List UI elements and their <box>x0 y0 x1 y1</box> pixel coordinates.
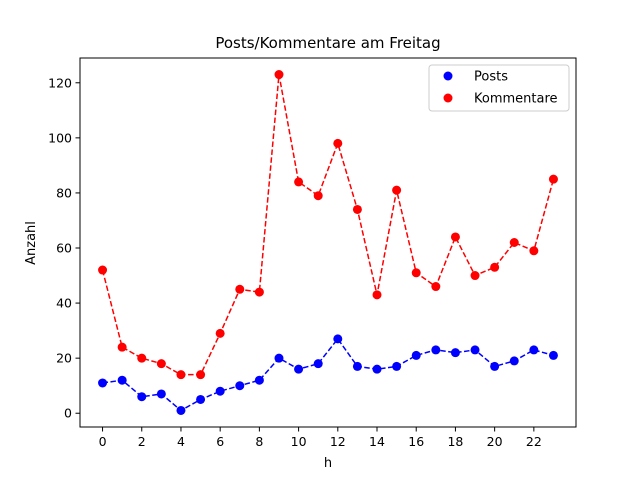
y-tick-label: 20 <box>56 351 72 366</box>
data-point-posts <box>294 364 304 374</box>
data-point-posts <box>254 375 264 385</box>
y-tick-label: 60 <box>56 241 72 256</box>
data-point-posts <box>431 345 441 355</box>
data-point-posts <box>98 378 108 388</box>
series-posts <box>98 334 558 415</box>
y-tick-label: 100 <box>48 130 72 145</box>
series-line-kommentare <box>101 74 555 376</box>
data-point-kommentare <box>196 370 206 380</box>
y-tick-label: 120 <box>48 75 72 90</box>
legend: Posts Kommentare <box>428 64 570 112</box>
legend-label-kommentare: Kommentare <box>474 92 558 107</box>
axes: 0 2 4 6 8 10 12 14 16 18 20 22 0 20 40 60 80 100 120 <box>48 57 577 449</box>
data-point-posts <box>372 364 382 374</box>
data-point-posts <box>450 348 460 358</box>
x-tick-label: 2 <box>138 434 146 449</box>
data-point-kommentare <box>490 262 500 272</box>
y-axis-label: Anzahl <box>24 221 39 265</box>
data-point-kommentare <box>509 238 519 247</box>
data-point-kommentare <box>333 138 343 148</box>
data-point-kommentare <box>254 287 264 297</box>
data-point-posts <box>137 392 147 402</box>
data-point-kommentare <box>411 268 421 278</box>
x-tick-label: 10 <box>291 434 307 449</box>
data-point-kommentare <box>274 70 284 80</box>
data-point-posts <box>235 381 245 391</box>
x-tick-label: 16 <box>408 434 424 449</box>
data-point-kommentare <box>392 185 402 195</box>
x-tick-label: 6 <box>216 434 224 449</box>
data-point-posts <box>392 361 402 371</box>
series-kommentare <box>98 70 558 380</box>
data-point-kommentare <box>98 265 108 275</box>
data-point-kommentare <box>529 246 539 256</box>
x-tick-label: 18 <box>447 434 463 449</box>
data-point-kommentare <box>431 282 441 292</box>
data-point-posts <box>490 361 500 371</box>
x-tick-label: 8 <box>255 434 263 449</box>
data-point-kommentare <box>313 191 323 201</box>
data-point-kommentare <box>235 284 245 294</box>
chart-title: Posts/Kommentare am Freitag <box>215 34 440 52</box>
data-point-posts <box>333 334 343 344</box>
data-point-kommentare <box>176 370 186 380</box>
data-point-kommentare <box>372 290 382 300</box>
plot-frame <box>79 57 577 428</box>
data-point-posts <box>548 350 558 360</box>
data-point-posts <box>176 405 186 415</box>
data-point-kommentare <box>450 232 460 242</box>
data-point-kommentare <box>294 177 304 187</box>
data-point-posts <box>509 356 519 366</box>
legend-marker-posts <box>443 71 453 81</box>
data-point-posts <box>529 345 539 355</box>
data-point-kommentare <box>156 359 166 369</box>
data-point-posts <box>470 345 480 355</box>
data-point-posts <box>196 394 206 404</box>
data-point-posts <box>274 353 284 363</box>
x-tick-label: 14 <box>369 434 385 449</box>
data-point-kommentare <box>352 204 362 214</box>
data-point-posts <box>215 386 225 396</box>
data-point-kommentare <box>470 271 480 281</box>
x-tick-label: 22 <box>526 434 542 449</box>
data-point-kommentare <box>215 328 225 338</box>
y-tick-label: 80 <box>56 185 72 200</box>
data-point-posts <box>156 389 166 399</box>
legend-box <box>428 64 570 112</box>
data-point-posts <box>313 359 323 369</box>
legend-marker-kommentare <box>443 93 453 103</box>
x-tick-label: 20 <box>487 434 503 449</box>
data-point-kommentare <box>117 342 127 352</box>
x-tick-label: 4 <box>177 434 185 449</box>
x-axis-label: h <box>324 456 332 471</box>
plot-area <box>98 70 558 415</box>
y-tick-label: 0 <box>64 406 72 421</box>
data-point-posts <box>411 350 421 360</box>
data-point-kommentare <box>137 353 147 363</box>
x-tick-label: 12 <box>330 434 346 449</box>
data-point-posts <box>117 375 127 385</box>
data-point-posts <box>352 361 362 371</box>
legend-label-posts: Posts <box>474 70 508 85</box>
series-line-posts <box>102 337 554 412</box>
x-tick-label: 0 <box>99 434 107 449</box>
data-point-kommentare <box>548 174 558 184</box>
y-tick-label: 40 <box>56 296 72 311</box>
